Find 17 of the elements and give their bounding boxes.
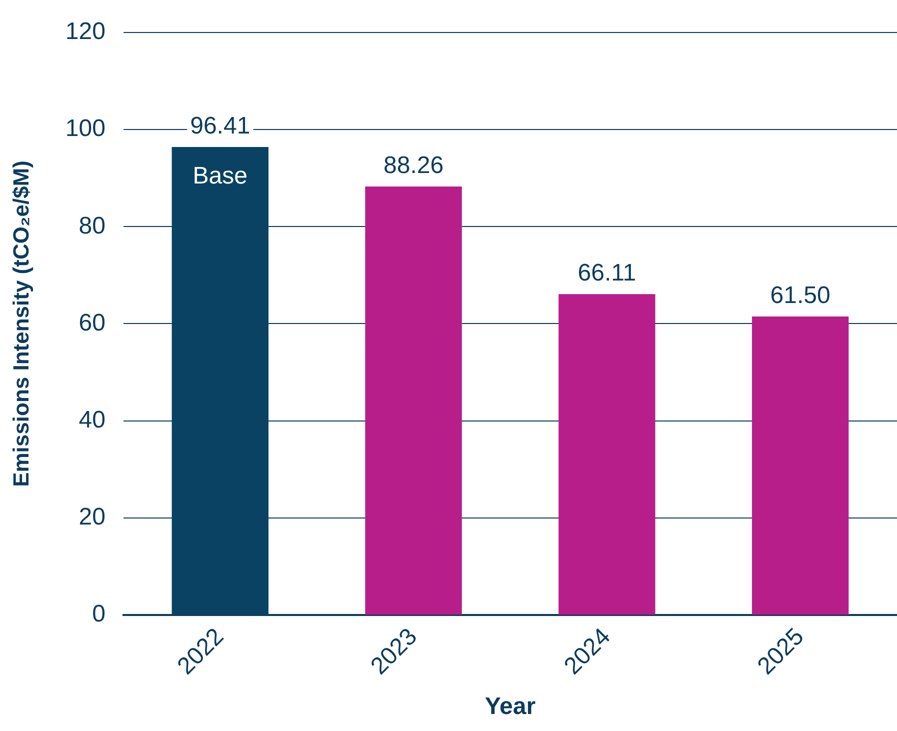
bar (558, 294, 656, 615)
data-label: 88.26 (383, 152, 444, 180)
data-label: 96.41 (190, 112, 250, 140)
x-axis-title: Year (484, 693, 536, 720)
data-label: 61.50 (770, 282, 830, 310)
y-tick-label: 0 (92, 600, 106, 628)
annotation: Base (192, 162, 248, 190)
y-tick-label: 100 (65, 115, 106, 142)
data-label: 66.11 (578, 260, 636, 287)
y-tick-label: 20 (78, 504, 106, 531)
y-tick-label: 60 (78, 309, 106, 336)
y-tick-label: 120 (65, 18, 106, 46)
bar (752, 316, 849, 615)
bar (365, 186, 462, 615)
y-tick-label: 40 (78, 406, 106, 434)
y-tick-label: 80 (78, 212, 106, 240)
y-axis-title: Emissions Intensity (tCO₂e/$M) (8, 160, 34, 487)
